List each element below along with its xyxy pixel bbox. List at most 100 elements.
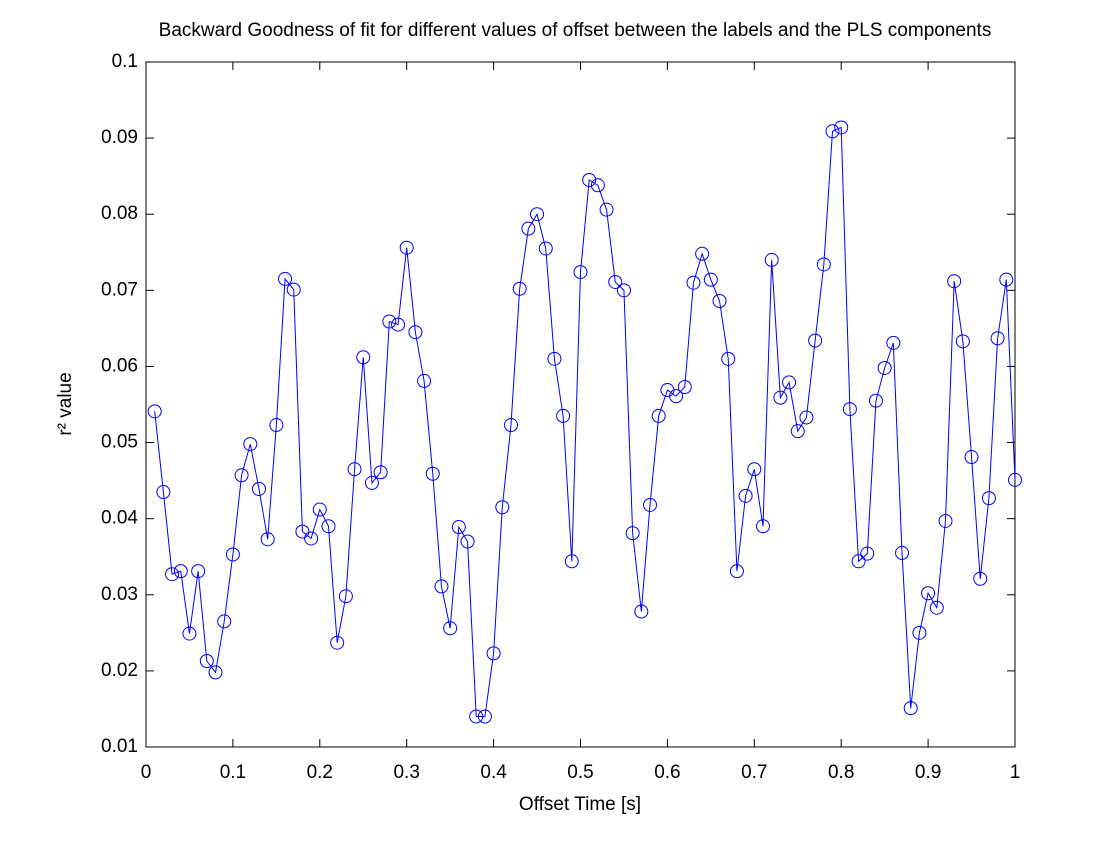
data-marker — [582, 172, 597, 187]
data-marker — [782, 375, 797, 390]
chart-title: Backward Goodness of fit for different v… — [159, 20, 992, 41]
data-marker — [695, 246, 710, 261]
data-marker — [225, 547, 240, 562]
data-marker — [304, 531, 319, 546]
data-marker — [521, 221, 536, 236]
data-marker — [755, 519, 770, 534]
data-marker — [443, 621, 458, 636]
data-marker — [651, 408, 666, 423]
data-marker — [208, 665, 223, 680]
data-marker — [816, 257, 831, 272]
x-tick-label: 0.8 — [828, 762, 854, 783]
data-marker — [590, 178, 605, 193]
y-tick-label: 0.01 — [101, 736, 138, 757]
data-marker — [165, 567, 180, 582]
data-marker — [964, 450, 979, 465]
data-marker — [1008, 472, 1022, 487]
data-marker — [669, 389, 684, 404]
data-marker — [921, 586, 936, 601]
data-marker — [312, 502, 327, 517]
data-marker — [634, 604, 649, 619]
data-marker — [234, 468, 249, 483]
data-marker — [842, 402, 857, 417]
data-marker — [721, 351, 736, 366]
data-marker — [382, 314, 397, 329]
data-marker — [173, 564, 188, 579]
data-marker — [999, 272, 1014, 287]
x-tick-label: 0.3 — [393, 762, 419, 783]
data-marker — [564, 554, 579, 569]
y-tick-label: 0.07 — [101, 279, 138, 300]
y-tick-label: 0.04 — [101, 508, 138, 529]
data-marker — [503, 418, 518, 433]
y-tick-label: 0.08 — [101, 203, 138, 224]
data-marker — [217, 614, 232, 629]
data-marker — [182, 626, 197, 641]
data-marker — [764, 252, 779, 267]
y-tick-label: 0.06 — [101, 355, 138, 376]
data-marker — [425, 466, 440, 481]
data-marker — [495, 500, 510, 515]
data-marker — [616, 283, 631, 298]
data-marker — [469, 709, 484, 724]
data-marker — [877, 360, 892, 375]
data-marker — [712, 293, 727, 308]
data-marker — [729, 564, 744, 579]
data-marker — [338, 589, 353, 604]
y-tick-label: 0.05 — [101, 432, 138, 453]
data-marker — [947, 274, 962, 289]
data-marker — [834, 120, 849, 135]
data-marker — [460, 534, 475, 549]
x-tick-label: 0.9 — [915, 762, 941, 783]
x-tick-label: 0.4 — [480, 762, 507, 783]
data-marker — [199, 653, 214, 668]
data-marker — [851, 554, 866, 569]
data-marker — [599, 202, 614, 217]
data-marker — [895, 545, 910, 560]
data-marker — [408, 325, 423, 340]
data-marker — [808, 333, 823, 348]
data-marker — [530, 207, 545, 222]
data-line — [154, 126, 1016, 718]
data-marker — [278, 271, 293, 286]
data-marker — [677, 379, 692, 394]
y-axis-label: r² value — [55, 372, 76, 435]
data-marker — [929, 600, 944, 615]
data-marker — [191, 564, 206, 579]
data-marker — [860, 546, 875, 561]
data-marker — [477, 709, 492, 724]
data-marker — [486, 646, 501, 661]
data-marker — [912, 625, 927, 640]
data-marker — [391, 317, 406, 332]
x-tick-label: 0.6 — [654, 762, 680, 783]
data-marker — [156, 485, 171, 500]
data-marker — [981, 491, 996, 506]
data-marker — [990, 331, 1005, 346]
x-tick-label: 0.5 — [567, 762, 593, 783]
data-marker — [260, 532, 275, 547]
x-axis-label: Offset Time [s] — [519, 794, 641, 815]
data-marker — [625, 526, 640, 541]
data-marker — [747, 462, 762, 477]
data-marker — [938, 513, 953, 528]
data-marker — [955, 334, 970, 349]
data-marker — [608, 274, 623, 289]
data-marker — [538, 241, 553, 256]
data-marker — [356, 350, 371, 365]
data-marker — [773, 390, 788, 405]
data-marker — [243, 437, 258, 452]
data-marker — [686, 275, 701, 290]
data-marker — [512, 281, 527, 296]
data-marker — [434, 579, 449, 594]
plot-frame — [145, 61, 1016, 748]
data-marker — [347, 462, 362, 477]
data-marker — [399, 240, 414, 255]
y-tick-label: 0.02 — [101, 660, 138, 681]
data-marker — [417, 373, 432, 388]
x-tick-label: 1 — [1010, 762, 1021, 783]
x-tick-label: 0.7 — [741, 762, 767, 783]
data-marker — [573, 265, 588, 280]
data-marker — [738, 488, 753, 503]
data-marker — [643, 497, 658, 512]
data-marker — [973, 571, 988, 586]
